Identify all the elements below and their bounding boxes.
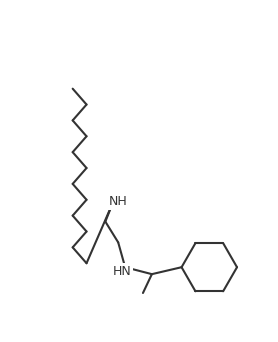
Text: HN: HN — [113, 265, 131, 278]
Text: NH: NH — [109, 195, 128, 208]
